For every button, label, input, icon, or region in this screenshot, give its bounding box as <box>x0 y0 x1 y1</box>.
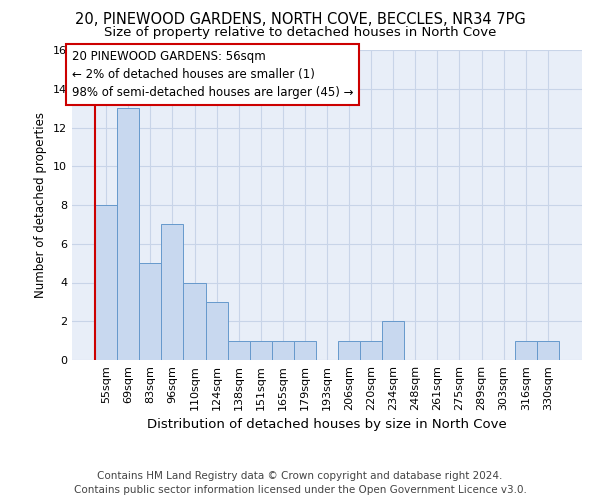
Bar <box>117 108 139 360</box>
Y-axis label: Number of detached properties: Number of detached properties <box>34 112 47 298</box>
Bar <box>161 224 184 360</box>
Bar <box>95 205 117 360</box>
Bar <box>184 282 206 360</box>
Text: 20, PINEWOOD GARDENS, NORTH COVE, BECCLES, NR34 7PG: 20, PINEWOOD GARDENS, NORTH COVE, BECCLE… <box>74 12 526 28</box>
Bar <box>537 340 559 360</box>
Bar <box>206 302 227 360</box>
Text: Contains HM Land Registry data © Crown copyright and database right 2024.
Contai: Contains HM Land Registry data © Crown c… <box>74 471 526 495</box>
X-axis label: Distribution of detached houses by size in North Cove: Distribution of detached houses by size … <box>147 418 507 432</box>
Bar <box>515 340 537 360</box>
Bar <box>250 340 272 360</box>
Text: 20 PINEWOOD GARDENS: 56sqm
← 2% of detached houses are smaller (1)
98% of semi-d: 20 PINEWOOD GARDENS: 56sqm ← 2% of detac… <box>72 50 353 99</box>
Bar <box>227 340 250 360</box>
Bar <box>382 322 404 360</box>
Bar <box>294 340 316 360</box>
Bar <box>338 340 360 360</box>
Bar <box>360 340 382 360</box>
Text: Size of property relative to detached houses in North Cove: Size of property relative to detached ho… <box>104 26 496 39</box>
Bar <box>139 263 161 360</box>
Bar <box>272 340 294 360</box>
